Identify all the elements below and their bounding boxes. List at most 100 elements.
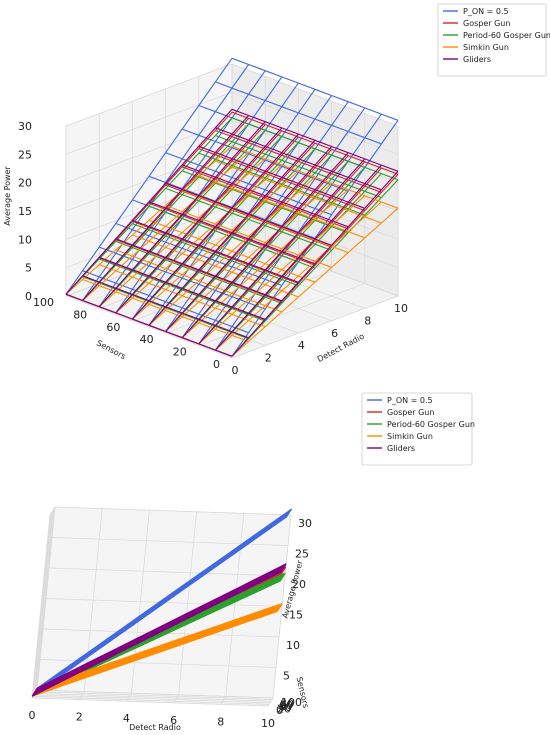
wall-gridline-z: [65, 120, 233, 183]
x-axis-label: Detect Radio: [129, 723, 181, 732]
x-tick-label: 4: [123, 712, 130, 725]
z-tick-label: 10: [18, 233, 32, 246]
surface-wire-y: [231, 170, 399, 357]
surface-wire-y: [148, 139, 316, 326]
wall-gridline-z: [231, 205, 399, 268]
wall-gridline-z: [46, 537, 53, 546]
chart-2-surfaces: [31, 508, 293, 697]
z-tick-label: 25: [18, 148, 32, 161]
legend-entry: Gliders: [463, 55, 491, 64]
surface-series-2: [65, 117, 399, 357]
surface-wire-y: [65, 117, 233, 295]
y-tick-label: 100: [281, 696, 302, 709]
wall-gridline-z: [65, 92, 233, 155]
wall-gridline-z: [49, 506, 56, 516]
z-tick-label: 20: [18, 177, 32, 190]
surface-wire-y: [198, 167, 366, 345]
chart-1-surfaces: [65, 57, 399, 357]
surface-wire-y: [165, 154, 333, 332]
surface-wire-y: [36, 604, 282, 691]
legend-box: [361, 392, 473, 466]
surface-wire-y: [33, 608, 279, 695]
y-tick-label: 20: [277, 702, 291, 715]
surface-wire-y: [181, 152, 349, 339]
surface-wire-y: [36, 508, 292, 689]
surface-wire-y: [148, 176, 316, 326]
floor-gridline-y: [33, 694, 271, 704]
surface-wire-y: [231, 207, 399, 357]
surface-wire-y: [198, 195, 366, 345]
legend-entry: Simkin Gun: [463, 43, 509, 52]
surface-wire-y: [215, 201, 382, 351]
surface-wire-y: [82, 151, 249, 301]
x-tick-label: 6: [331, 327, 338, 340]
surface-wire-y: [131, 142, 299, 320]
chart-1-legend: P_ON = 0.5 Gosper Gun Period-60 Gosper Gun…: [437, 3, 550, 77]
x-tick-label: 2: [76, 711, 83, 724]
surface-wire-y: [32, 610, 278, 697]
surface-wire-y: [65, 145, 233, 295]
y-tick-label: 100: [33, 296, 54, 309]
x-tick-label: 8: [364, 314, 371, 327]
surface-wire-y: [214, 164, 382, 351]
legend-entry: Period-60 Gosper Gun: [463, 31, 550, 40]
surface-wire-y: [231, 179, 399, 357]
legend-entry: Gosper Gun: [387, 408, 434, 417]
z-tick-label: 15: [289, 609, 303, 622]
y-tick-label: 0: [213, 358, 220, 371]
surface-wire-y: [32, 610, 278, 696]
y-tick-label: 60: [279, 699, 293, 712]
z-tick-label: 30: [18, 120, 32, 133]
legend-entry: Simkin Gun: [387, 432, 433, 441]
z-tick-label: 5: [283, 670, 290, 683]
surface-wire-y: [198, 158, 366, 345]
surface-series-3: [31, 602, 283, 697]
y-tick-label: 60: [106, 321, 120, 334]
z-tick-label: 20: [292, 578, 306, 591]
wall-gridline-z: [65, 63, 233, 127]
z-tick-label: 10: [286, 639, 300, 652]
wall-gridline-z: [54, 506, 292, 516]
surface-wire-y: [65, 108, 233, 295]
surface-wire-y: [181, 160, 349, 339]
surface-wire-y: [82, 115, 250, 301]
surface-wire-y: [35, 605, 281, 692]
surface-wire-y: [36, 603, 282, 690]
wall-gridline-z: [48, 567, 286, 577]
surface-wire-y: [82, 123, 250, 301]
chart-2-gridlines: [31, 506, 292, 707]
z-tick-label: 5: [25, 262, 32, 275]
legend-entry: Period-60 Gosper Gun: [387, 420, 475, 429]
y-tick-label: 80: [73, 308, 87, 321]
wall-gridline-z: [231, 63, 399, 127]
surface-series-4: [31, 563, 287, 697]
surface-wire-y: [98, 129, 266, 308]
x-tick-label: 8: [217, 715, 224, 728]
x-tick-label: 6: [170, 714, 177, 727]
z-tick-label: 0: [280, 700, 287, 713]
legend-entry: P_ON = 0.5: [463, 7, 509, 16]
x-tick-label: 0: [232, 364, 239, 377]
surface-wire-y: [115, 136, 283, 314]
legend-box: [437, 3, 547, 77]
x-tick-label: 0: [29, 709, 36, 722]
z-tick-label: 30: [298, 517, 312, 530]
wall-gridline-z: [43, 567, 50, 577]
y-tick-label: 40: [278, 701, 292, 714]
y-tick-label: 0: [276, 704, 283, 717]
surface-series-4: [65, 108, 399, 357]
surface-wire-y: [37, 602, 283, 689]
floor-gridline-x: [65, 295, 233, 359]
z-tick-label: 25: [295, 548, 309, 561]
legend-entry: P_ON = 0.5: [387, 396, 433, 405]
surface-wire-y: [34, 606, 280, 693]
z-tick-label: 15: [18, 205, 32, 218]
wall-gridline-z: [40, 598, 47, 607]
surface-wire-y: [33, 609, 279, 696]
surface-wire-y: [148, 148, 316, 326]
surface-series-3: [65, 145, 399, 357]
